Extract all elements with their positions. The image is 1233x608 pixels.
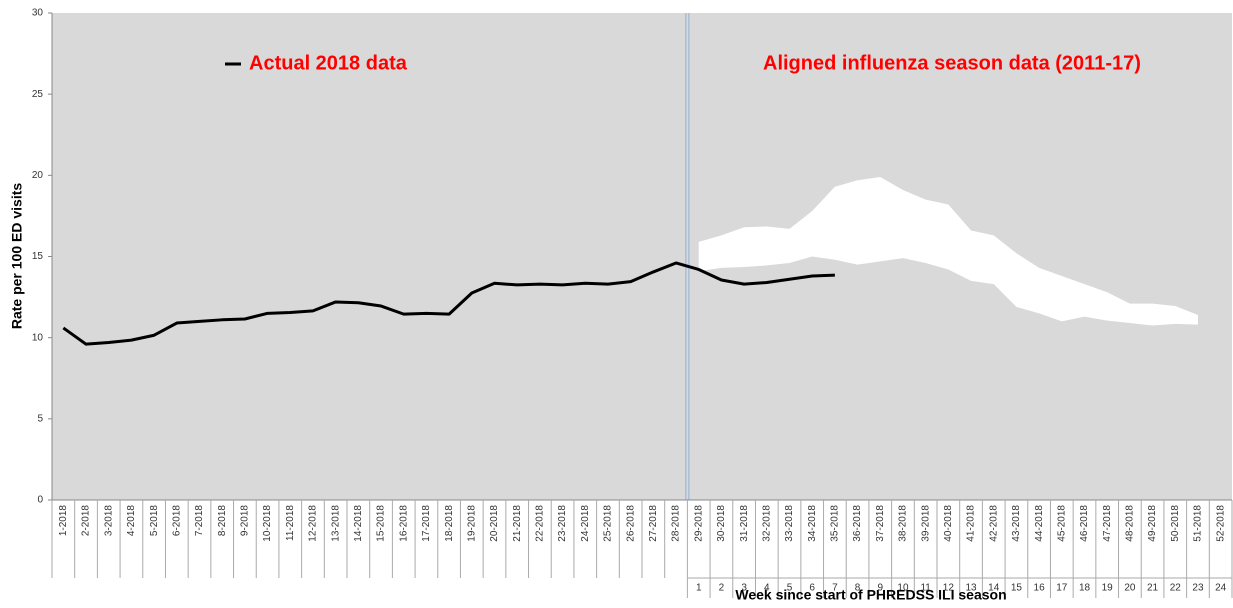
x-tick-label: 50-2018: [1170, 505, 1181, 542]
legend-label: Actual 2018 data: [249, 52, 408, 74]
x-tick-label: 17-2018: [421, 505, 432, 542]
data-line: [62, 261, 835, 346]
season-week-label: 20: [1124, 583, 1136, 594]
x-tick-label: 34-2018: [807, 505, 818, 542]
x-tick-label: 26-2018: [625, 505, 636, 542]
x-tick-label: 41-2018: [966, 505, 977, 542]
plot-area: [52, 13, 1232, 500]
season-week-label: 15: [1011, 583, 1023, 594]
x-tick-label: 48-2018: [1125, 505, 1136, 542]
season-week-label: 6: [809, 583, 815, 594]
x-tick-label: 46-2018: [1079, 505, 1090, 542]
season-week-label: 8: [855, 583, 861, 594]
x-tick-label: 27-2018: [648, 505, 659, 542]
y-tick-label: 0: [37, 495, 43, 506]
y-tick-label: 10: [32, 332, 44, 343]
season-week-label: 23: [1192, 583, 1204, 594]
x-tick-label: 10-2018: [262, 505, 273, 542]
season-week-label: 4: [764, 583, 770, 594]
y-axis-label: Rate per 100 ED visits: [9, 183, 25, 330]
season-week-label: 12: [943, 583, 955, 594]
x-tick-label: 12-2018: [308, 505, 319, 542]
x-tick-label: 4-2018: [126, 505, 137, 537]
season-week-label: 22: [1170, 583, 1182, 594]
band-area: [698, 176, 1198, 326]
season-week-label: 10: [897, 583, 909, 594]
season-week-label: 18: [1079, 583, 1091, 594]
x-tick-label: 49-2018: [1147, 505, 1158, 542]
x-tick-label: 43-2018: [1011, 505, 1022, 542]
x-tick-label: 35-2018: [830, 505, 841, 542]
y-tick-label: 30: [32, 8, 44, 19]
x-tick-label: 52-2018: [1215, 505, 1226, 542]
x-tick-label: 13-2018: [330, 505, 341, 542]
x-tick-label: 45-2018: [1056, 505, 1067, 542]
y-tick-label: 15: [32, 251, 44, 262]
x-tick-label: 9-2018: [240, 505, 251, 537]
season-week-label: 2: [719, 583, 725, 594]
season-week-label: 14: [988, 583, 1000, 594]
season-week-label: 13: [965, 583, 977, 594]
x-tick-label: 32-2018: [761, 505, 772, 542]
x-tick-label: 2-2018: [81, 505, 92, 537]
x-tick-label: 7-2018: [194, 505, 205, 537]
x-tick-label: 14-2018: [353, 505, 364, 542]
x-tick-label: 39-2018: [920, 505, 931, 542]
x-tick-label: 22-2018: [535, 505, 546, 542]
season-week-label: 9: [877, 583, 883, 594]
x-tick-label: 42-2018: [988, 505, 999, 542]
x-tick-label: 11-2018: [285, 505, 296, 541]
x-axis-label: Week since start of PHREDSS ILI season: [735, 587, 1006, 603]
x-tick-label: 3-2018: [103, 505, 114, 537]
season-week-label: 1: [696, 583, 702, 594]
x-tick-label: 44-2018: [1034, 505, 1045, 542]
x-tick-label: 5-2018: [149, 505, 160, 537]
x-tick-label: 33-2018: [784, 505, 795, 542]
x-tick-label: 28-2018: [671, 505, 682, 542]
x-tick-label: 20-2018: [489, 505, 500, 542]
y-tick-label: 20: [32, 170, 44, 181]
season-week-label: 3: [741, 583, 747, 594]
season-week-label: 21: [1147, 583, 1159, 594]
season-week-label: 17: [1056, 583, 1068, 594]
season-week-label: 5: [787, 583, 793, 594]
season-week-label: 24: [1215, 583, 1227, 594]
x-tick-label: 6-2018: [171, 505, 182, 537]
x-tick-label: 23-2018: [557, 505, 568, 542]
x-tick-label: 37-2018: [875, 505, 886, 542]
x-tick-label: 36-2018: [852, 505, 863, 542]
y-tick-label: 25: [32, 89, 44, 100]
x-tick-label: 38-2018: [898, 505, 909, 542]
x-tick-label: 16-2018: [398, 505, 409, 542]
x-tick-label: 30-2018: [716, 505, 727, 542]
x-tick-label: 15-2018: [376, 505, 387, 542]
x-tick-label: 25-2018: [603, 505, 614, 542]
x-tick-label: 29-2018: [693, 505, 704, 542]
season-week-label: 11: [920, 583, 931, 594]
x-tick-label: 51-2018: [1193, 505, 1204, 542]
x-tick-label: 1-2018: [58, 505, 69, 537]
season-week-label: 7: [832, 583, 838, 594]
x-tick-label: 19-2018: [466, 505, 477, 542]
band-label: Aligned influenza season data (2011-17): [763, 52, 1141, 74]
x-tick-label: 40-2018: [943, 505, 954, 542]
x-tick-label: 21-2018: [512, 505, 523, 542]
season-week-label: 16: [1034, 583, 1046, 594]
x-tick-label: 18-2018: [444, 505, 455, 542]
season-week-label: 19: [1102, 583, 1114, 594]
x-tick-label: 31-2018: [739, 505, 750, 542]
y-tick-label: 5: [37, 413, 43, 424]
x-tick-label: 47-2018: [1102, 505, 1113, 542]
x-tick-label: 24-2018: [580, 505, 591, 542]
x-tick-label: 8-2018: [217, 505, 228, 537]
